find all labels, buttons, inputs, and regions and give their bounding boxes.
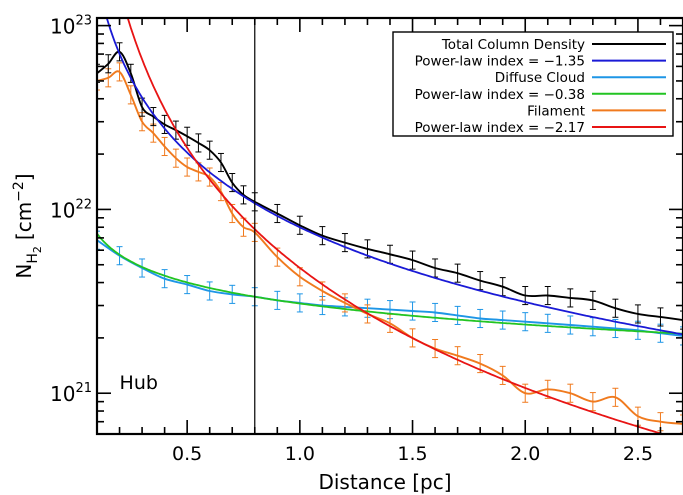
y-tick-label: 1021: [50, 381, 92, 406]
y-tick-exp: 23: [75, 14, 92, 29]
data-layer: [97, 18, 683, 434]
x-tick-label: 1.5: [397, 443, 427, 465]
x-axis-label: Distance [pc]: [318, 470, 451, 494]
legend-label: Filament: [527, 103, 585, 119]
series-line: [97, 70, 683, 425]
hub-annotation: Hub: [120, 372, 158, 394]
x-tick-label: 0.5: [172, 443, 202, 465]
legend-box: [392, 31, 674, 137]
y-label-sub: H: [25, 253, 41, 264]
series-fit-line: [97, 233, 683, 335]
y-tick-label: 1022: [50, 197, 92, 222]
legend-label: Power-law index = −1.35: [415, 54, 585, 70]
x-tick-label: 1.0: [285, 443, 315, 465]
y-label-units-exp: −2: [11, 181, 27, 202]
y-tick-base: 10: [50, 15, 75, 39]
y-tick-exp: 21: [75, 381, 92, 396]
y-label-base: N: [12, 264, 36, 279]
legend-label: Diffuse Cloud: [495, 70, 585, 86]
y-tick-base: 10: [50, 198, 75, 222]
y-tick-base: 10: [50, 382, 75, 406]
y-axis-label: NH2 [cm−2]: [11, 173, 44, 278]
x-tick-label: 2.5: [623, 443, 653, 465]
series-fit-line: [126, 18, 666, 434]
y-label-units: [cm: [12, 202, 36, 240]
y-label-units-close: ]: [12, 173, 36, 181]
y-label-subsub: 2: [31, 246, 44, 253]
x-tick-label: 2.0: [510, 443, 540, 465]
y-tick-label: 1023: [50, 14, 92, 39]
y-tick-exp: 22: [75, 197, 92, 212]
legend-label: Power-law index = −0.38: [415, 87, 585, 103]
legend-label: Total Column Density: [441, 37, 585, 53]
legend-label: Power-law index = −2.17: [415, 120, 585, 136]
